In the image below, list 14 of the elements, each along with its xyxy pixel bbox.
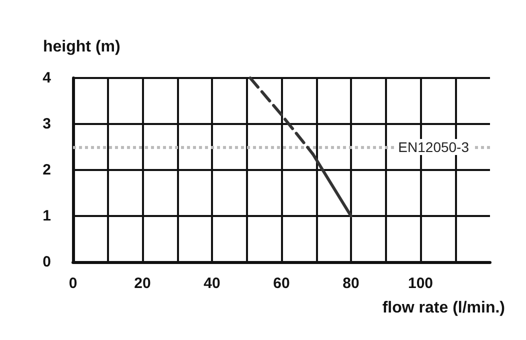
y-tick-label: 2	[42, 162, 51, 178]
x-tick-label: 20	[134, 275, 151, 292]
ref-line-label: EN12050-3	[398, 139, 470, 155]
y-tick-label: 3	[42, 116, 51, 132]
y-tick-label: 1	[42, 208, 51, 224]
x-tick-label: 100	[408, 275, 434, 292]
y-axis-title: height (m)	[43, 38, 120, 56]
x-axis-title: flow rate (l/min.)	[382, 300, 505, 316]
x-tick-label: 0	[68, 275, 78, 292]
x-tick-label: 80	[342, 275, 360, 292]
x-tick-label: 60	[273, 275, 290, 292]
y-tick-label: 4	[42, 70, 52, 86]
x-tick-label: 40	[204, 275, 220, 292]
y-tick-label: 0	[42, 254, 51, 270]
